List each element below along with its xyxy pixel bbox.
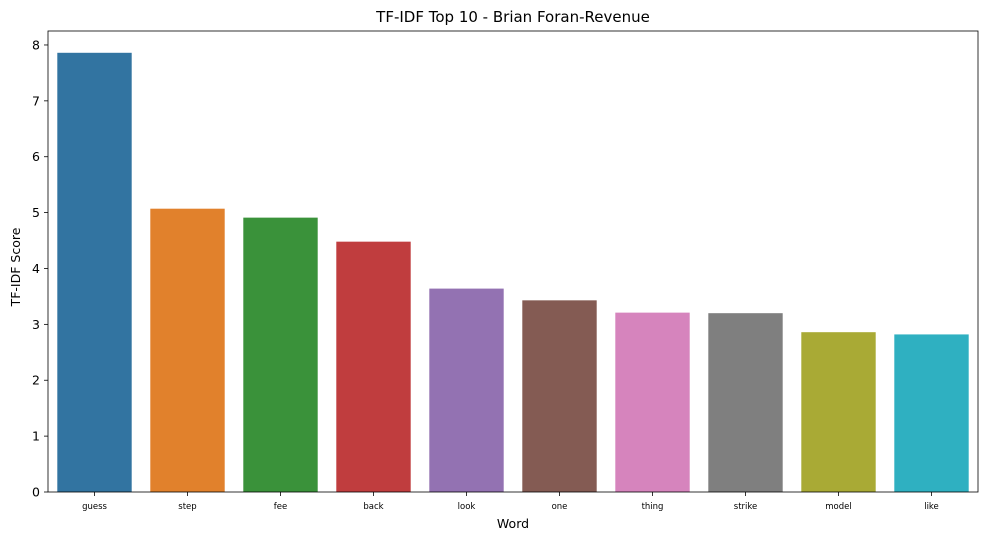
x-tick-label: model [825, 502, 851, 512]
x-tick-label: look [458, 502, 476, 512]
x-axis: guess step fee back look one thing strike model l… [82, 492, 939, 512]
y-axis-label: TF-IDF Score [8, 227, 23, 307]
bar-strike [708, 313, 783, 492]
x-tick-label: thing [642, 502, 664, 512]
y-axis: 0 1 2 3 4 5 6 7 8 [32, 37, 48, 500]
y-tick-label: 4 [32, 261, 40, 276]
x-axis-label: Word [497, 516, 529, 531]
bar-step [150, 208, 225, 492]
bar-back [336, 241, 411, 492]
bar-thing [615, 312, 690, 492]
y-tick-label: 5 [32, 205, 40, 220]
y-tick-label: 3 [32, 317, 40, 332]
y-tick-label: 0 [32, 485, 40, 500]
chart-title: TF-IDF Top 10 - Brian Foran-Revenue [375, 8, 650, 26]
y-tick-label: 6 [32, 149, 40, 164]
bar-like [894, 334, 969, 492]
x-tick-label: one [552, 502, 568, 512]
y-tick-label: 1 [32, 429, 40, 444]
y-tick-label: 8 [32, 37, 40, 52]
y-tick-label: 2 [32, 373, 40, 388]
y-tick-label: 7 [32, 93, 40, 108]
x-tick-label: guess [82, 502, 107, 512]
x-tick-label: fee [274, 502, 287, 512]
bar-fee [243, 217, 318, 493]
bars-group [57, 52, 969, 493]
bar-look [429, 288, 504, 492]
x-tick-label: back [363, 502, 383, 512]
bar-guess [57, 52, 132, 493]
x-tick-label: step [178, 502, 196, 512]
plot-frame [47, 30, 979, 493]
x-tick-label: strike [734, 502, 757, 512]
x-tick-label: like [924, 502, 939, 512]
bar-model [801, 332, 876, 492]
bar-one [522, 300, 597, 492]
